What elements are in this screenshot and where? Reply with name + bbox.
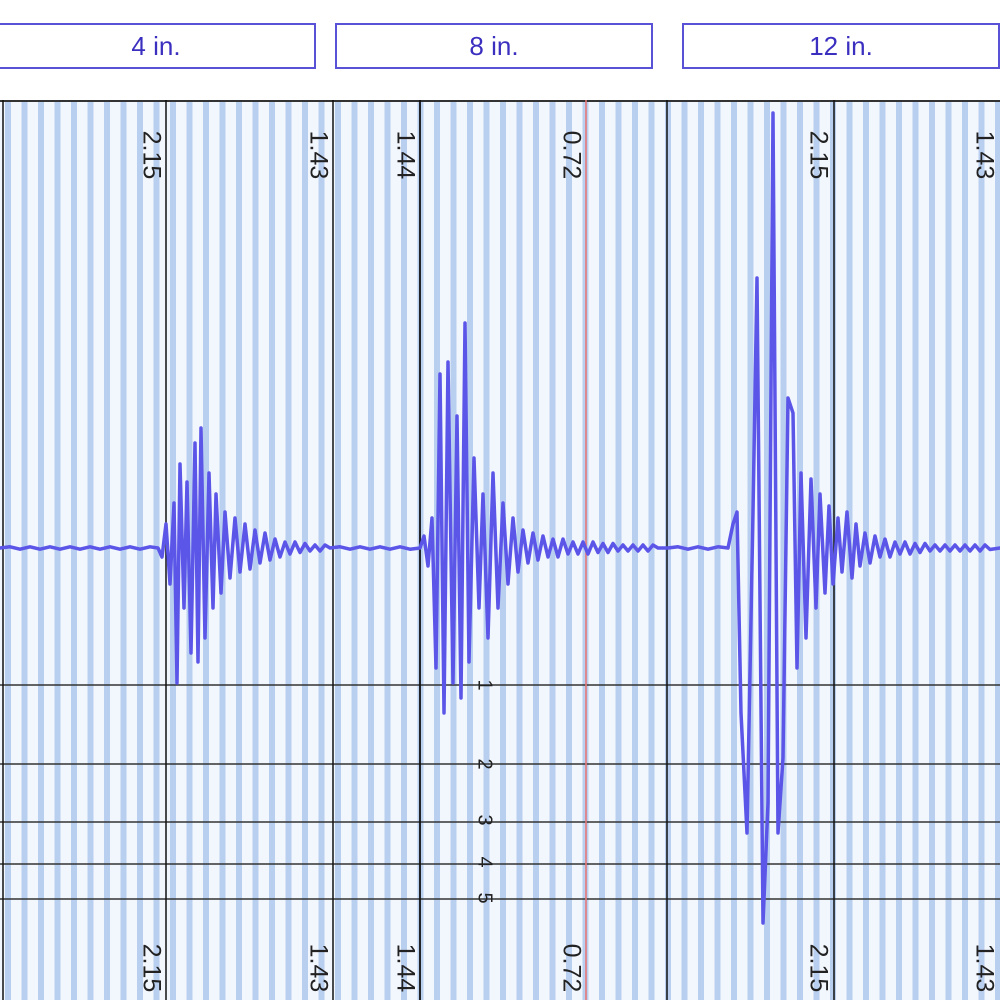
marker-tick-label: 3 [474, 814, 496, 825]
grid-stripe [21, 100, 28, 1000]
marker-tick-label: 5 [474, 892, 496, 903]
grid-stripe [71, 100, 77, 1000]
grid-stripe [401, 100, 407, 1000]
grid-stripe [351, 100, 358, 1000]
scale-label: 2.15 [137, 944, 165, 993]
scale-label: 1.43 [970, 131, 998, 180]
grid-stripe [648, 100, 655, 1000]
marker-tick-label: 4 [474, 856, 496, 867]
tab-8-in[interactable]: 8 in. [335, 23, 653, 69]
grid-stripe [335, 100, 341, 1000]
scale-label: 1.44 [391, 131, 419, 180]
tab-12-in[interactable]: 12 in. [682, 23, 1000, 69]
scale-label: 1.44 [391, 944, 419, 993]
marker-tick-label: 2 [474, 758, 496, 769]
scale-label: 2.15 [137, 131, 165, 180]
grid-stripe [104, 100, 110, 1000]
grid-stripe [549, 100, 556, 1000]
marker-tick-label: 1 [474, 679, 496, 690]
grid-stripe [764, 100, 770, 1000]
scale-label: 1.43 [304, 944, 332, 993]
scale-label: 1.43 [304, 131, 332, 180]
grid-stripe [153, 100, 160, 1000]
scale-label: 2.15 [804, 944, 832, 993]
scale-label: 2.15 [804, 131, 832, 180]
grid-stripe [747, 100, 754, 1000]
grid-stripe [731, 100, 737, 1000]
grid-stripe [665, 100, 671, 1000]
grid-stripe [302, 100, 308, 1000]
grid-stripe [912, 100, 919, 1000]
tab-4-in[interactable]: 4 in. [0, 23, 316, 69]
grid-stripe [962, 100, 968, 1000]
grid-stripe [863, 100, 869, 1000]
depth-tab-bar: 4 in. 8 in. 12 in. [0, 0, 1000, 100]
grid-stripe [500, 100, 506, 1000]
scale-label: 0.72 [557, 131, 585, 180]
scale-label: 1.43 [970, 944, 998, 993]
grid-stripe [599, 100, 605, 1000]
scale-label: 0.72 [557, 944, 585, 993]
waveform-trace [0, 111, 1000, 925]
grid-stripe [87, 100, 94, 1000]
grid-stripe [5, 100, 11, 1000]
grid-stripe [252, 100, 259, 1000]
grid-stripe [698, 100, 704, 1000]
grid-stripe [714, 100, 721, 1000]
grid-stripe [780, 100, 787, 1000]
